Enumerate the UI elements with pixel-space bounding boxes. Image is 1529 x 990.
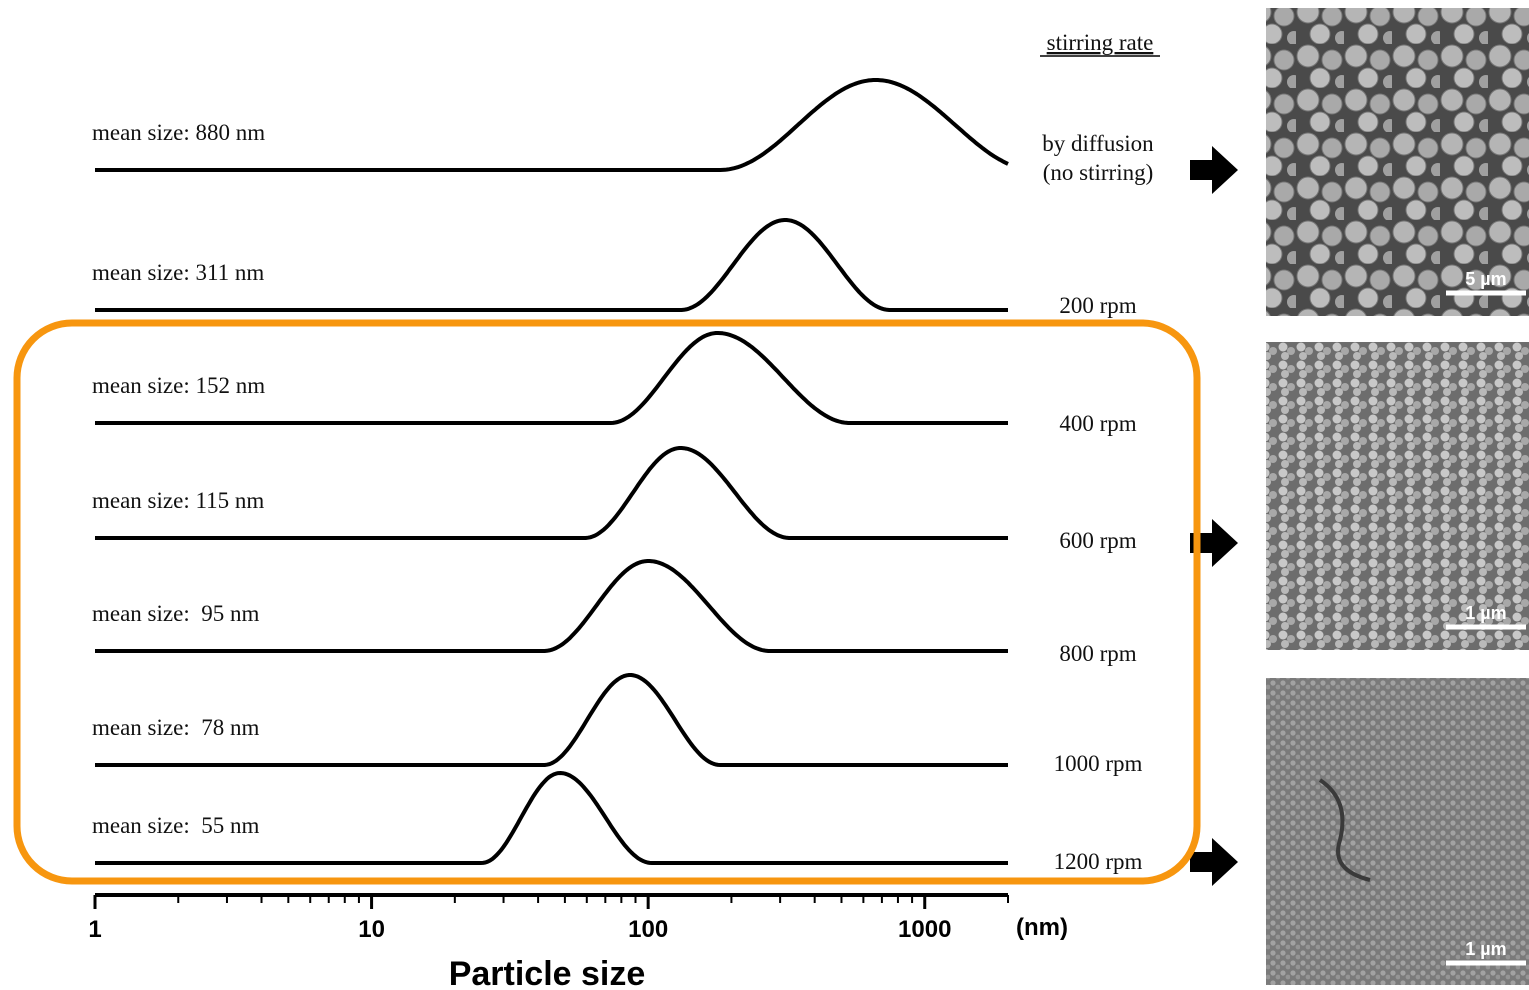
stirring-rate-label: by diffusion [1042, 131, 1154, 156]
chart: stirring rate 1 10 100 1000 (nm) Particle siz… [0, 0, 1529, 990]
x-tick-label: 100 [628, 916, 668, 943]
mean-size-label: mean size: 152 nm [92, 373, 265, 398]
x-tick-label: 1000 [898, 916, 951, 943]
mean-size-label: mean size: 311 nm [92, 260, 264, 285]
stirring-rate-label: (no stirring) [1043, 160, 1154, 185]
scale-label: 1 µm [1465, 603, 1506, 623]
x-tick-label: 1 [88, 916, 101, 943]
scale-label: 5 µm [1465, 269, 1506, 289]
legend-title: stirring rate [1047, 30, 1154, 55]
sem-images [1266, 8, 1529, 985]
mean-size-label: mean size: 880 nm [92, 120, 265, 145]
stirring-rate-label: 400 rpm [1059, 411, 1136, 436]
scale-label: 1 µm [1465, 939, 1506, 959]
stirring-rate-label: 1200 rpm [1054, 849, 1143, 874]
x-tick-label: 10 [358, 916, 385, 943]
stirring-rate-label: 200 rpm [1059, 293, 1136, 318]
mean-size-label: mean size: 78 nm [92, 715, 259, 740]
arrow [1190, 146, 1238, 194]
mean-size-label: mean size: 95 nm [92, 601, 259, 626]
stirring-rate-label: 1000 rpm [1054, 751, 1143, 776]
mean-size-label: mean size: 115 nm [92, 488, 264, 513]
mean-size-label: mean size: 55 nm [92, 813, 259, 838]
x-unit: (nm) [1016, 914, 1068, 941]
stirring-rate-label: 800 rpm [1059, 641, 1136, 666]
stirring-rate-label: 600 rpm [1059, 528, 1136, 553]
x-axis-title: Particle size [449, 955, 646, 990]
